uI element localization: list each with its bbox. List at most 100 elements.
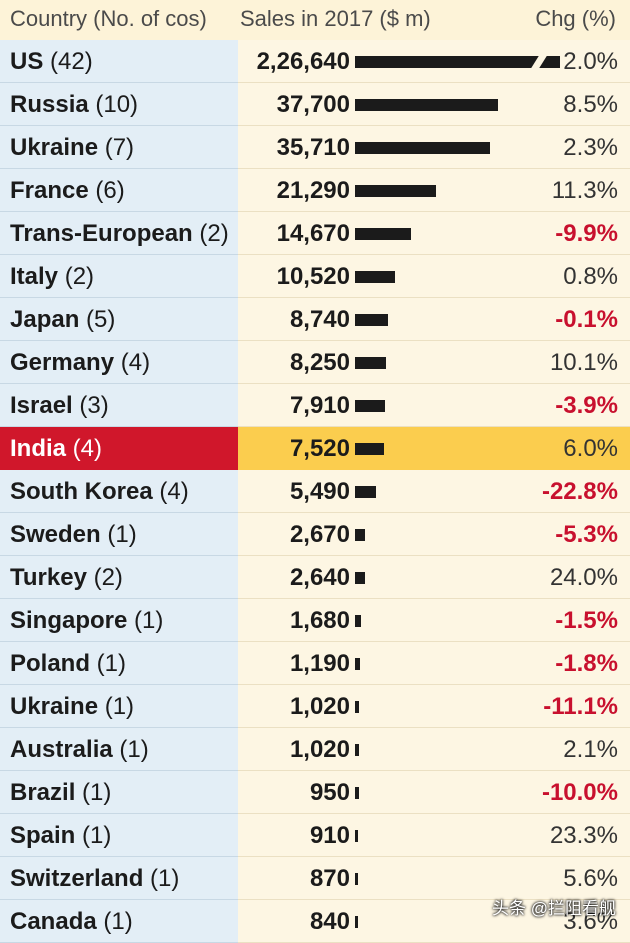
country-label: Brazil (1) <box>10 779 111 807</box>
country-cell <box>0 685 238 728</box>
table-row: Australia (1) 1,020 2.1% <box>0 728 630 771</box>
values-cell <box>238 599 630 642</box>
values-cell <box>238 857 630 900</box>
sales-value: 1,190 <box>289 650 350 677</box>
sales-bar <box>355 529 366 541</box>
sales-value: 1,020 <box>289 693 350 720</box>
table-row: Italy (2) 10,520 0.8% <box>0 255 630 298</box>
company-count: (3) <box>72 392 109 419</box>
values-cell <box>238 341 630 384</box>
country-cell <box>0 857 238 900</box>
header-country: Country (No. of cos) <box>10 6 207 31</box>
country-name: Italy <box>10 263 59 290</box>
company-count: (1) <box>90 650 127 677</box>
company-count: (4) <box>152 478 189 505</box>
values-cell <box>238 556 630 599</box>
country-name: India <box>10 435 67 462</box>
country-label: Russia (10) <box>10 91 138 119</box>
country-cell <box>0 212 238 255</box>
country-cell <box>0 384 238 427</box>
country-label: India (4) <box>10 435 102 463</box>
country-name: Singapore <box>10 607 128 634</box>
sales-bar <box>355 701 359 713</box>
values-cell <box>238 642 630 685</box>
country-name: Trans-European <box>10 220 193 247</box>
company-count: (6) <box>88 177 125 204</box>
country-name: Turkey <box>10 564 87 591</box>
sales-bar <box>355 572 365 584</box>
table-row: Ukraine (1) 1,020 -11.1% <box>0 685 630 728</box>
sales-value: 37,700 <box>276 91 350 118</box>
table-row: Trans-European (2) 14,670 -9.9% <box>0 212 630 255</box>
table-row: Spain (1) 910 23.3% <box>0 814 630 857</box>
change-value: 8.5% <box>563 91 618 118</box>
country-label: Italy (2) <box>10 263 94 291</box>
country-label: Turkey (2) <box>10 564 123 592</box>
country-cell <box>0 341 238 384</box>
sales-bar <box>355 787 359 799</box>
country-name: France <box>10 177 89 204</box>
table-row: Sweden (1) 2,670 -5.3% <box>0 513 630 556</box>
table-row: Poland (1) 1,190 -1.8% <box>0 642 630 685</box>
company-count: (2) <box>86 564 123 591</box>
sales-bar <box>355 185 436 197</box>
table-row: Israel (3) 7,910 -3.9% <box>0 384 630 427</box>
table-row: Ukraine (7) 35,710 2.3% <box>0 126 630 169</box>
sales-bar <box>355 443 384 455</box>
country-label: Poland (1) <box>10 650 126 678</box>
country-label: US (42) <box>10 48 93 76</box>
company-count: (1) <box>143 865 180 892</box>
company-count: (1) <box>100 521 137 548</box>
change-value: -0.1% <box>555 306 618 333</box>
country-name: Canada <box>10 908 97 935</box>
sales-bar <box>355 99 498 111</box>
sales-value: 2,670 <box>289 521 350 548</box>
country-label: Germany (4) <box>10 349 150 377</box>
country-cell <box>0 599 238 642</box>
table-row: Brazil (1) 950 -10.0% <box>0 771 630 814</box>
country-name: Japan <box>10 306 80 333</box>
country-cell <box>0 470 238 513</box>
country-label: Singapore (1) <box>10 607 163 635</box>
watermark: 头条 @拦阻看舰 <box>492 899 616 918</box>
change-value: -22.8% <box>541 478 618 505</box>
change-value: 10.1% <box>549 349 618 376</box>
company-count: (1) <box>112 736 149 763</box>
country-label: France (6) <box>10 177 125 205</box>
change-value: 2.3% <box>563 134 618 161</box>
sales-bar <box>355 357 387 369</box>
company-count: (2) <box>192 220 229 247</box>
table-row: Germany (4) 8,250 10.1% <box>0 341 630 384</box>
country-cell <box>0 642 238 685</box>
country-label: Canada (1) <box>10 908 133 936</box>
table-row: US (42) 2,26,640 2.0% <box>0 40 630 83</box>
sales-value: 21,290 <box>276 177 350 204</box>
sales-value: 8,250 <box>289 349 350 376</box>
sales-value: 2,640 <box>289 564 350 591</box>
country-label: Switzerland (1) <box>10 865 179 893</box>
change-value: -11.1% <box>543 693 618 720</box>
country-label: Ukraine (1) <box>10 693 134 721</box>
company-count: (1) <box>75 779 112 806</box>
company-count: (7) <box>98 134 135 161</box>
country-cell <box>0 169 238 212</box>
country-name: Israel <box>10 392 73 419</box>
change-value: 5.6% <box>563 865 618 892</box>
sales-value: 35,710 <box>276 134 350 161</box>
country-name: Ukraine <box>10 693 99 720</box>
sales-bar <box>355 830 359 842</box>
sales-value: 5,490 <box>289 478 350 505</box>
sales-bar <box>355 615 362 627</box>
country-cell <box>0 427 238 470</box>
table-row: Turkey (2) 2,640 24.0% <box>0 556 630 599</box>
country-label: Trans-European (2) <box>10 220 229 248</box>
sales-value: 10,520 <box>276 263 350 290</box>
sales-bar <box>355 142 491 154</box>
values-cell <box>238 728 630 771</box>
values-cell <box>238 384 630 427</box>
sales-value: 8,740 <box>289 306 350 333</box>
table-row: Japan (5) 8,740 -0.1% <box>0 298 630 341</box>
header-sales: Sales in 2017 ($ m) <box>240 6 431 31</box>
country-label: Spain (1) <box>10 822 111 850</box>
